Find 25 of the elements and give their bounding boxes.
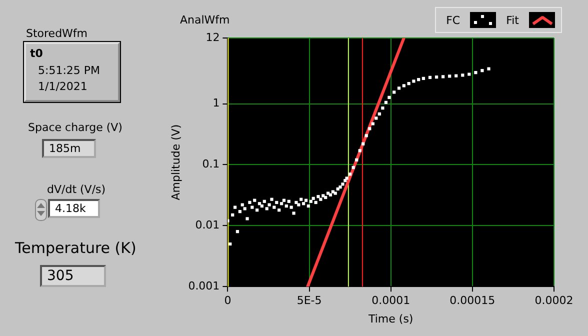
- legend-label: Fit: [505, 14, 520, 26]
- text: 4.18k: [48, 199, 100, 218]
- text: StoredWfm: [26, 27, 88, 40]
- y-tick-label: 1: [212, 96, 220, 110]
- x-tick-label: 0.00015: [450, 294, 496, 308]
- x-axis-title: Time (s): [367, 312, 414, 326]
- y-axis-title: Amplitude (V): [169, 124, 182, 200]
- x-tick-label: 0.0002: [534, 294, 574, 308]
- text: 185m: [42, 139, 96, 158]
- text: dV/dt (V/s): [47, 183, 106, 196]
- legend-label: FC: [445, 14, 462, 26]
- y-tick-label: 12: [206, 30, 220, 44]
- y-tick-label: 0.01: [195, 218, 220, 232]
- x-tick-label: 5E-5: [296, 294, 322, 308]
- x-tick-label: 0: [224, 294, 232, 308]
- chart-title: AnalWfm: [180, 13, 230, 26]
- x-tick-label: 0.0001: [372, 294, 410, 308]
- text: 305: [40, 265, 106, 287]
- text: Temperature (K): [15, 239, 136, 257]
- text: 5:51:25 PM: [38, 64, 100, 77]
- text: Space charge (V): [28, 121, 122, 134]
- y-tick-label: 0.001: [188, 279, 220, 292]
- text: 1/1/2021: [38, 80, 88, 93]
- y-tick-label: 0.1: [202, 158, 220, 171]
- text: t0: [30, 47, 43, 60]
